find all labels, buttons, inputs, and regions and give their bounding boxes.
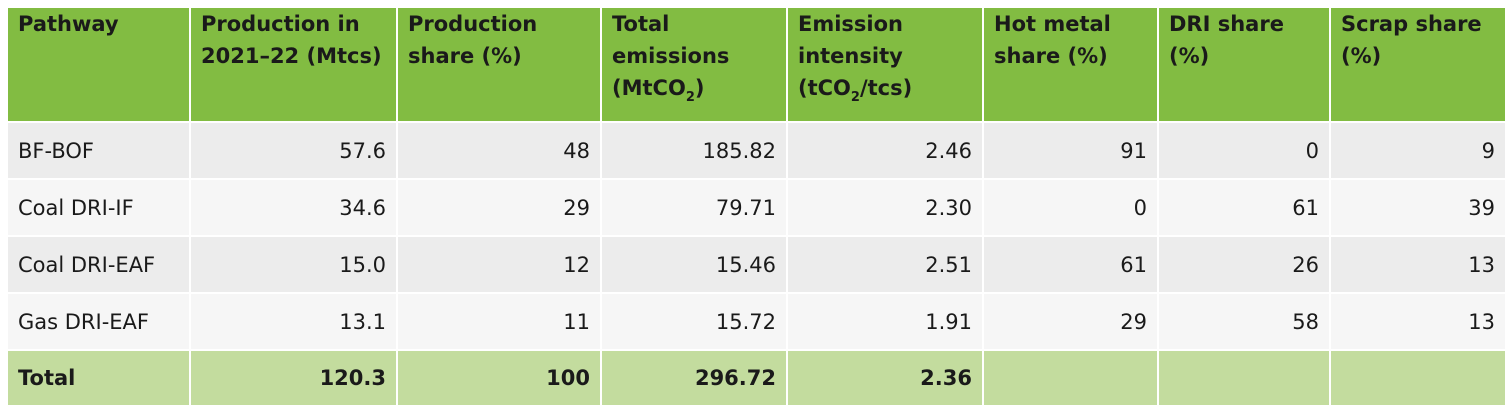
- table-row: BF-BOF 57.6 48 185.82 2.46 91 0 9: [8, 122, 1505, 180]
- cell-pathway: Gas DRI-EAF: [8, 293, 191, 351]
- header-scrap-share: Scrap share (%): [1330, 8, 1505, 123]
- table-row: Coal DRI-EAF 15.0 12 15.46 2.51 61 26 13: [8, 236, 1505, 294]
- header-total-emissions: Total emissions (MtCO2): [601, 8, 788, 123]
- cell-scrap: 39: [1330, 179, 1505, 237]
- cell-dri: 26: [1158, 236, 1331, 294]
- header-production: Production in 2021–22 (Mtcs): [190, 8, 398, 123]
- header-pathway: Pathway: [8, 8, 191, 123]
- header-dri-share: DRI share (%): [1158, 8, 1331, 123]
- cell-dri: 58: [1158, 293, 1331, 351]
- table-row: Gas DRI-EAF 13.1 11 15.72 1.91 29 58 13: [8, 293, 1505, 351]
- table-row: Coal DRI-IF 34.6 29 79.71 2.30 0 61 39: [8, 179, 1505, 237]
- cell-intensity: 2.51: [787, 236, 984, 294]
- header-production-share: Production share (%): [397, 8, 602, 123]
- total-emissions: 296.72: [601, 350, 788, 407]
- total-production: 120.3: [190, 350, 398, 407]
- total-dri: [1158, 350, 1331, 407]
- cell-share: 29: [397, 179, 602, 237]
- cell-production: 15.0: [190, 236, 398, 294]
- cell-intensity: 1.91: [787, 293, 984, 351]
- header-emission-intensity: Emission intensity (tCO2/tcs): [787, 8, 984, 123]
- cell-hot-metal: 61: [983, 236, 1159, 294]
- steel-pathways-table: Pathway Production in 2021–22 (Mtcs) Prod…: [8, 8, 1505, 407]
- cell-hot-metal: 29: [983, 293, 1159, 351]
- cell-hot-metal: 0: [983, 179, 1159, 237]
- cell-share: 12: [397, 236, 602, 294]
- cell-intensity: 2.46: [787, 122, 984, 180]
- cell-share: 11: [397, 293, 602, 351]
- cell-share: 48: [397, 122, 602, 180]
- cell-intensity: 2.30: [787, 179, 984, 237]
- total-share: 100: [397, 350, 602, 407]
- header-hot-metal-share: Hot metal share (%): [983, 8, 1159, 123]
- cell-pathway: Coal DRI-IF: [8, 179, 191, 237]
- cell-scrap: 9: [1330, 122, 1505, 180]
- cell-production: 34.6: [190, 179, 398, 237]
- cell-pathway: BF-BOF: [8, 122, 191, 180]
- cell-pathway: Coal DRI-EAF: [8, 236, 191, 294]
- cell-scrap: 13: [1330, 236, 1505, 294]
- total-row: Total 120.3 100 296.72 2.36: [8, 350, 1505, 407]
- cell-scrap: 13: [1330, 293, 1505, 351]
- total-intensity: 2.36: [787, 350, 984, 407]
- cell-production: 57.6: [190, 122, 398, 180]
- cell-emissions: 15.46: [601, 236, 788, 294]
- header-row: Pathway Production in 2021–22 (Mtcs) Prod…: [8, 8, 1505, 123]
- total-scrap: [1330, 350, 1505, 407]
- total-hot-metal: [983, 350, 1159, 407]
- total-label: Total: [8, 350, 191, 407]
- cell-emissions: 185.82: [601, 122, 788, 180]
- cell-dri: 0: [1158, 122, 1331, 180]
- cell-production: 13.1: [190, 293, 398, 351]
- cell-hot-metal: 91: [983, 122, 1159, 180]
- cell-emissions: 15.72: [601, 293, 788, 351]
- cell-dri: 61: [1158, 179, 1331, 237]
- cell-emissions: 79.71: [601, 179, 788, 237]
